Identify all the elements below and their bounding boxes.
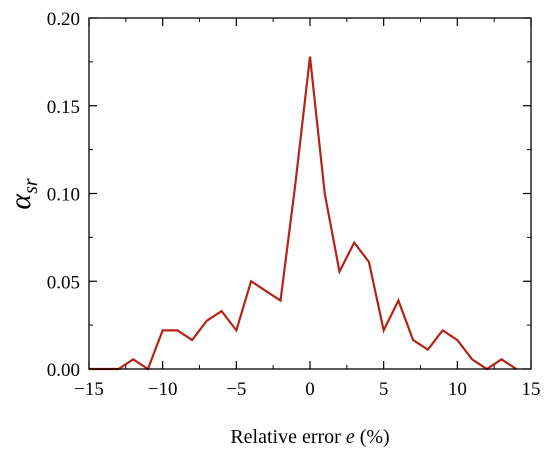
y-tick-label: 0.10 — [47, 185, 80, 206]
x-tick-label: 0 — [305, 379, 315, 400]
plot-frame — [88, 17, 532, 370]
y-axis-label: αsr — [4, 178, 42, 210]
y-tick-label: 0.20 — [47, 9, 80, 30]
y-tick-label: 0.05 — [47, 272, 80, 293]
x-tick-label: 10 — [448, 379, 467, 400]
x-axis-label: Relative error e (%) — [230, 426, 389, 448]
x-tick-label: 15 — [522, 379, 541, 400]
ticks — [88, 17, 532, 370]
y-tick-label: 0.15 — [47, 97, 80, 118]
x-tick-label: −10 — [148, 379, 178, 400]
tick-labels: −15 −10 −5 0 5 10 15 0.00 0.05 0.10 0.15 0.20 — [47, 9, 541, 400]
x-tick-label: 5 — [379, 379, 389, 400]
series — [89, 56, 517, 371]
y-tick-label: 0.00 — [47, 360, 80, 381]
x-tick-label: −15 — [74, 379, 104, 400]
x-tick-label: −5 — [226, 379, 246, 400]
series-line-0 — [89, 56, 517, 371]
